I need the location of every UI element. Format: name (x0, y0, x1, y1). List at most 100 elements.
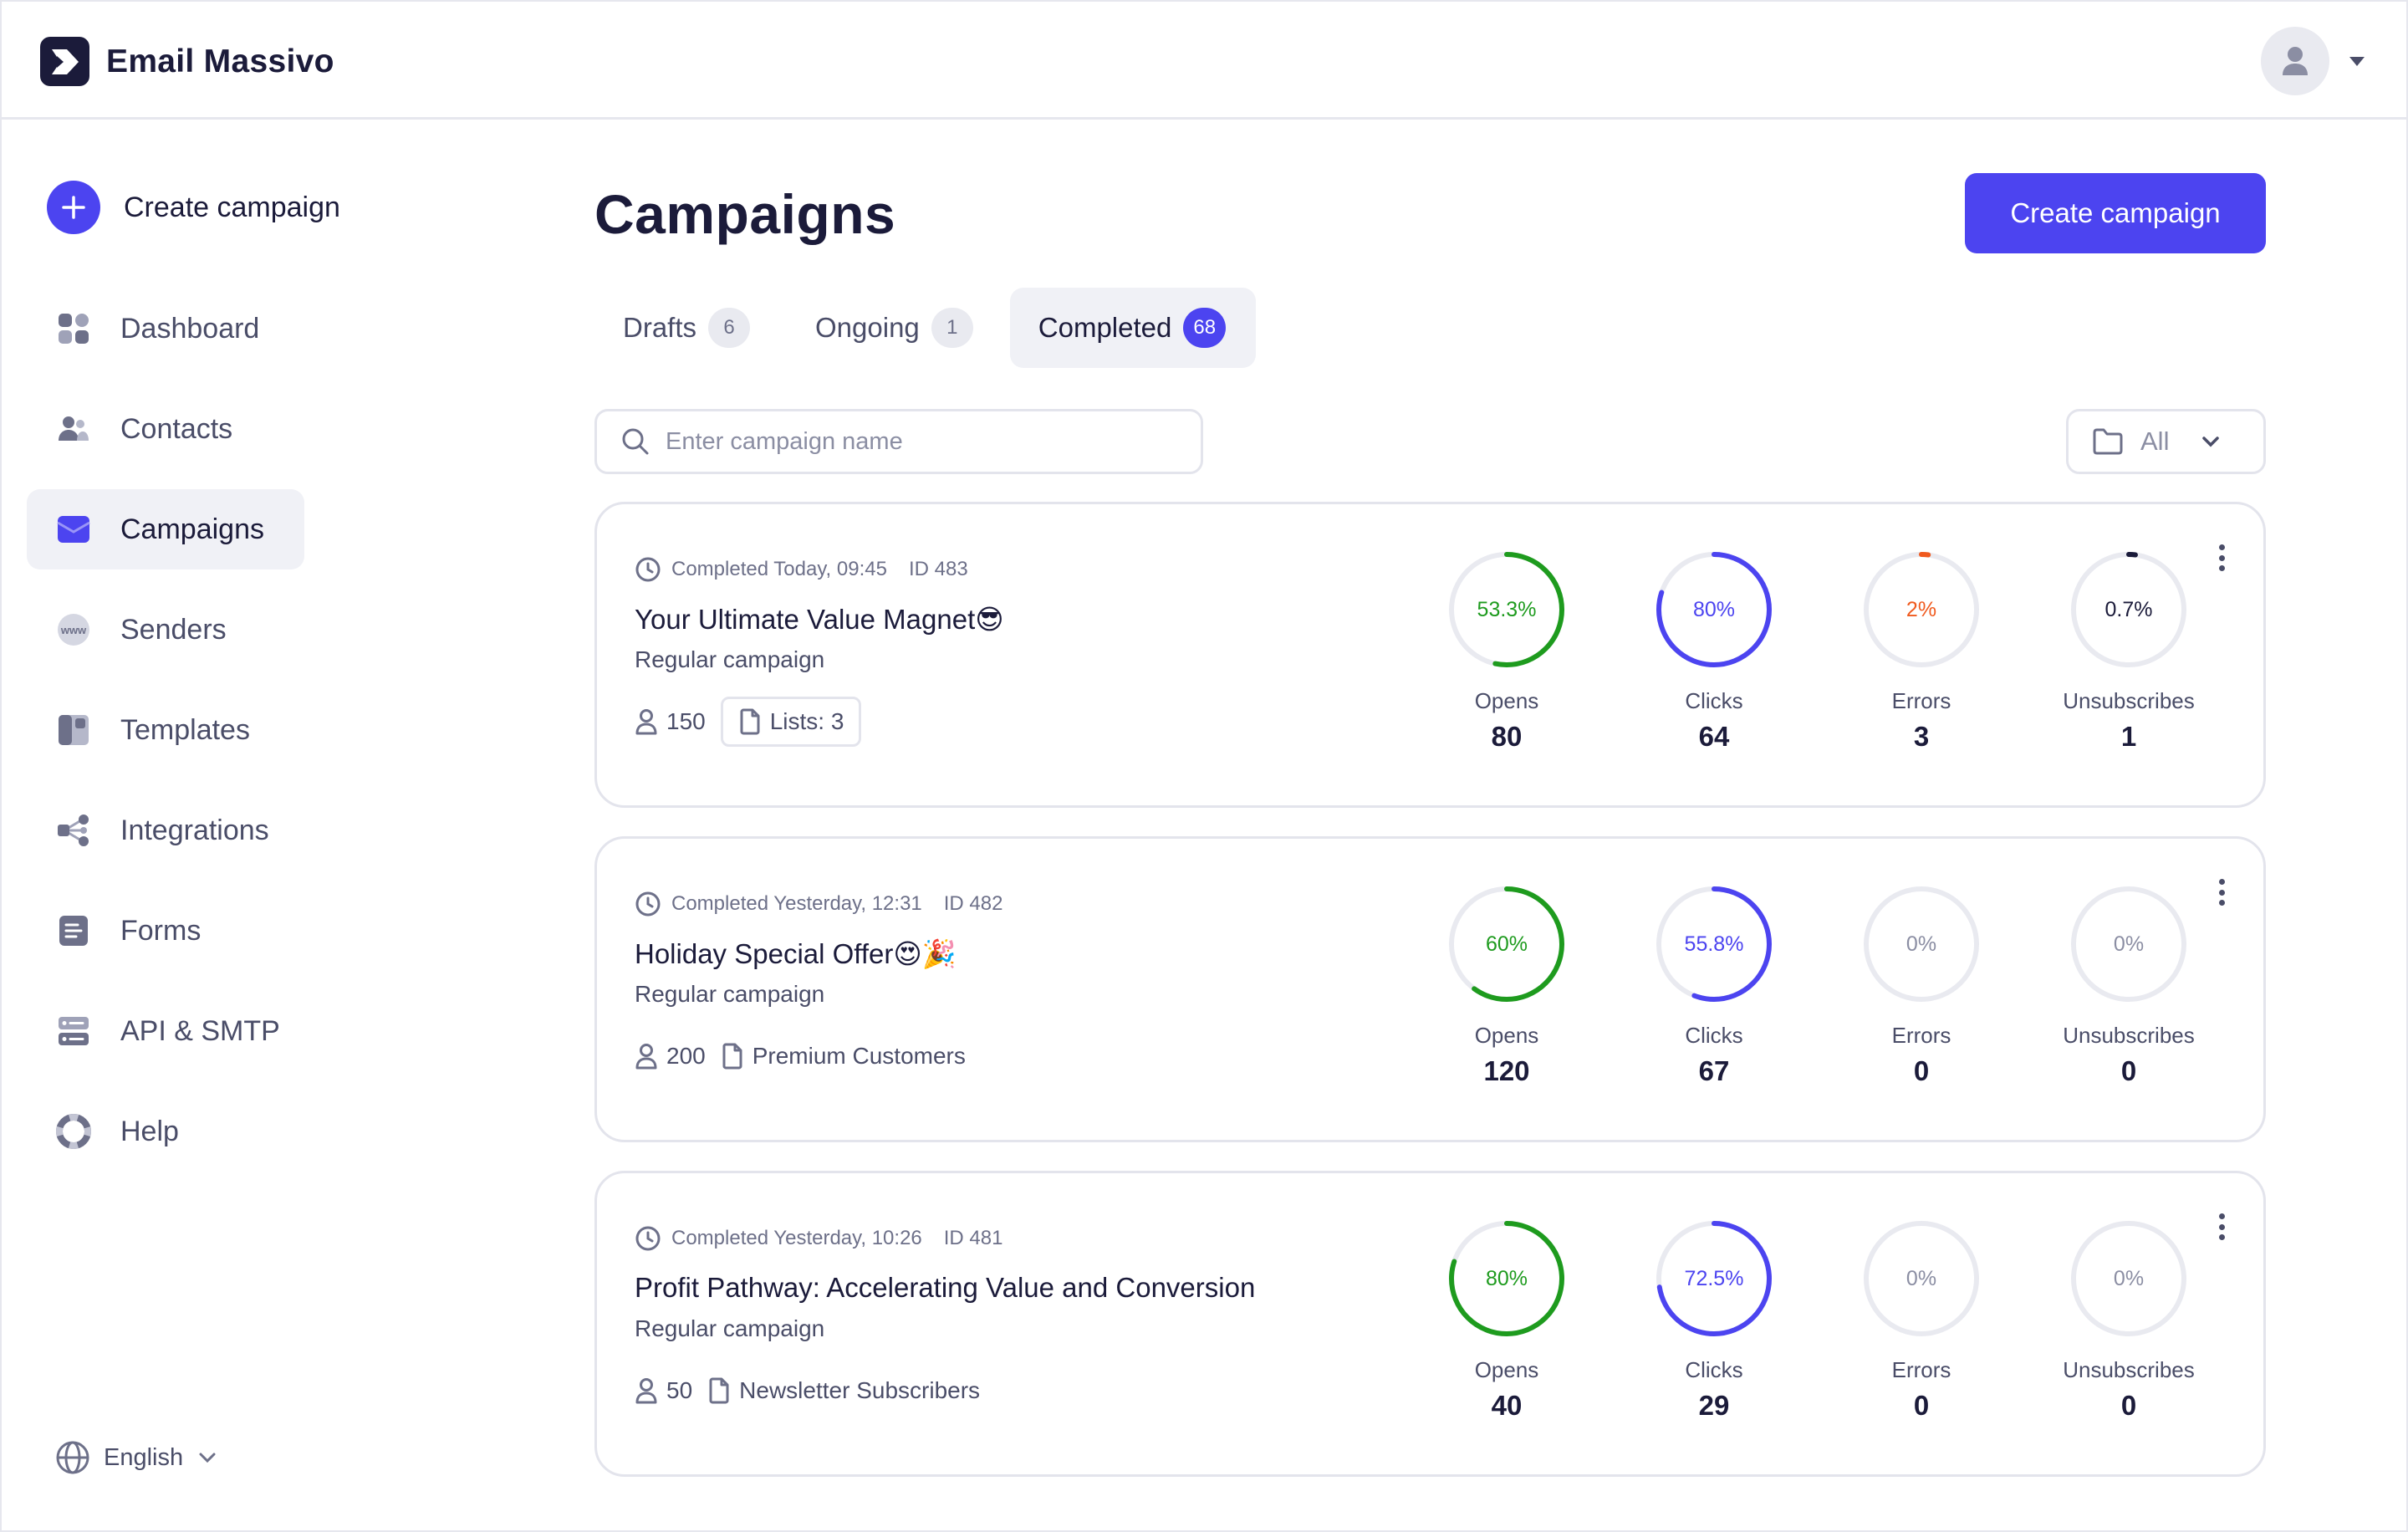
brand[interactable]: Email Massivo (40, 37, 334, 86)
page-title: Campaigns (594, 183, 896, 245)
contacts-icon (55, 411, 92, 447)
campaign-audience: 200 Premium Customers (635, 1031, 1002, 1081)
contact-list-chip[interactable]: Lists: 3 (720, 697, 862, 747)
progress-ring: 55.8% (1652, 882, 1776, 1006)
stat-value: 64 (1698, 721, 1730, 752)
more-options-icon[interactable] (2212, 541, 2232, 574)
campaign-meta: Completed Yesterday, 12:31 ID 482 (635, 889, 1002, 919)
ring-arc (2071, 552, 2186, 667)
stat-percent: 0% (1905, 1266, 1937, 1290)
stat-percent: 80% (1485, 1266, 1528, 1290)
campaign-id: ID 483 (908, 558, 968, 580)
campaign-card[interactable]: Completed Yesterday, 12:31 ID 482 Holiday … (594, 836, 2266, 1142)
ring-arc (1656, 1221, 1772, 1336)
user-avatar-icon[interactable] (2261, 27, 2329, 95)
sidebar-item-contacts[interactable]: Contacts (27, 389, 304, 469)
recipients-count: 150 (635, 708, 706, 735)
progress-ring: 0.7% (2067, 548, 2191, 672)
folder-filter-select[interactable]: All (2066, 409, 2266, 474)
sidebar-item-label: Dashboard (120, 312, 260, 345)
stat-unsubscribes: 0% Unsubscribes 0 (2025, 882, 2232, 1087)
sidebar-item-templates[interactable]: Templates (27, 690, 304, 770)
campaign-info: Completed Yesterday, 12:31 ID 482 Holiday … (635, 889, 1002, 1081)
status-tabs: Drafts 6 Ongoing 1 Completed 68 (594, 288, 1263, 368)
contact-list-label: Newsletter Subscribers (739, 1377, 981, 1403)
sidebar-item-integrations[interactable]: Integrations (27, 790, 304, 871)
language-label: English (104, 1443, 184, 1471)
more-options-icon[interactable] (2212, 876, 2232, 909)
ring-arc (1449, 886, 1564, 1002)
clock-icon (635, 557, 661, 582)
clock-icon (635, 891, 661, 917)
ring-arc (1656, 552, 1772, 667)
document-icon (709, 1377, 729, 1404)
campaign-status: Completed Yesterday, 10:26 (671, 1227, 922, 1249)
frame-border (0, 1530, 2408, 1532)
more-options-icon[interactable] (2212, 1210, 2232, 1243)
stat-percent: 60% (1485, 932, 1528, 956)
contact-list-chip[interactable]: Newsletter Subscribers (707, 1366, 980, 1416)
top-bar: Email Massivo (0, 0, 2408, 120)
campaign-title[interactable]: Holiday Special Offer😍🎉 (635, 938, 957, 969)
stat-label: Opens (1474, 1357, 1539, 1382)
search-input[interactable] (666, 427, 1167, 456)
progress-ring: 0% (2067, 1217, 2191, 1340)
progress-ring: 60% (1445, 882, 1569, 1006)
document-icon (740, 708, 760, 735)
contact-list-chip[interactable]: Premium Customers (721, 1031, 966, 1081)
campaign-title[interactable]: Your Ultimate Value Magnet😎 (635, 604, 1004, 635)
user-icon (635, 1378, 657, 1404)
stat-value: 29 (1698, 1390, 1730, 1421)
campaigns-icon (55, 511, 92, 548)
stat-label: Errors (1891, 1023, 1951, 1048)
integrations-icon (55, 812, 92, 849)
stat-errors: 0% Errors 0 (1818, 1217, 2025, 1422)
stat-clicks: 80% Clicks 64 (1610, 548, 1818, 753)
svg-text:www: www (60, 624, 87, 636)
tab-drafts[interactable]: Drafts 6 (594, 288, 780, 368)
create-campaign-button[interactable]: Create campaign (1965, 173, 2266, 253)
campaign-stats: 53.3% Opens 80 80% Clicks 64 2% Errors 3 0.7% Unsu… (1403, 548, 2232, 753)
language-selector[interactable]: English (55, 1440, 217, 1475)
sidebar-item-dashboard[interactable]: Dashboard (27, 289, 304, 369)
recipients-count: 200 (635, 1043, 706, 1070)
campaign-card[interactable]: Completed Today, 09:45 ID 483 Your Ultimat… (594, 502, 2266, 808)
forms-icon (55, 912, 92, 949)
sidebar-item-label: Templates (120, 713, 250, 746)
campaign-search[interactable] (594, 409, 1203, 474)
recipients-value: 50 (666, 1377, 693, 1403)
sidebar-item-campaigns[interactable]: Campaigns (27, 489, 304, 569)
caret-down-icon[interactable] (2349, 56, 2365, 66)
campaign-title[interactable]: Profit Pathway: Accelerating Value and C… (635, 1272, 1256, 1303)
stat-percent: 0% (1905, 932, 1937, 956)
stat-label: Opens (1474, 688, 1539, 713)
user-menu[interactable] (2261, 27, 2365, 95)
sidebar-item-senders[interactable]: www Senders (27, 590, 304, 670)
stat-label: Unsubscribes (2063, 688, 2195, 713)
sidebar-create-campaign[interactable]: Create campaign (47, 181, 340, 234)
progress-ring: 53.3% (1445, 548, 1569, 672)
progress-ring: 0% (1860, 882, 1983, 1006)
stat-percent: 0% (2113, 932, 2145, 956)
campaign-card[interactable]: Completed Yesterday, 10:26 ID 481 Profit P… (594, 1171, 2266, 1477)
stat-value: 120 (1483, 1055, 1530, 1086)
sidebar-item-label: Senders (120, 613, 227, 646)
recipients-value: 150 (666, 708, 706, 734)
sidebar-item-label: API & SMTP (120, 1014, 280, 1047)
tab-completed[interactable]: Completed 68 (1009, 288, 1257, 368)
recipients-value: 200 (666, 1043, 706, 1069)
sidebar-item-help[interactable]: Help (27, 1091, 304, 1172)
progress-ring: 0% (1860, 1217, 1983, 1340)
ring-arc (1449, 552, 1564, 667)
ring-track (1864, 886, 1979, 1002)
stat-percent: 53.3% (1477, 597, 1537, 621)
ring-track (2071, 886, 2186, 1002)
campaign-id: ID 482 (943, 892, 1003, 915)
sidebar-item-api-smtp[interactable]: API & SMTP (27, 991, 304, 1071)
stat-unsubscribes: 0% Unsubscribes 0 (2025, 1217, 2232, 1422)
api-smtp-icon (55, 1013, 92, 1049)
sidebar-item-label: Campaigns (120, 513, 264, 545)
sidebar-item-forms[interactable]: Forms (27, 891, 304, 971)
chevron-down-icon (2202, 437, 2219, 447)
tab-ongoing[interactable]: Ongoing 1 (787, 288, 1003, 368)
